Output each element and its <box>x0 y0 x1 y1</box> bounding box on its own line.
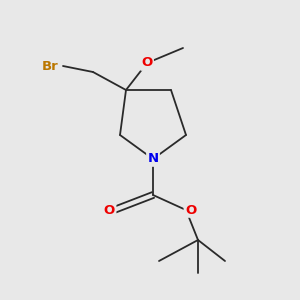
Text: O: O <box>104 203 115 217</box>
Text: Br: Br <box>42 59 58 73</box>
Text: N: N <box>147 152 159 166</box>
Text: O: O <box>185 203 196 217</box>
Text: O: O <box>141 56 153 70</box>
